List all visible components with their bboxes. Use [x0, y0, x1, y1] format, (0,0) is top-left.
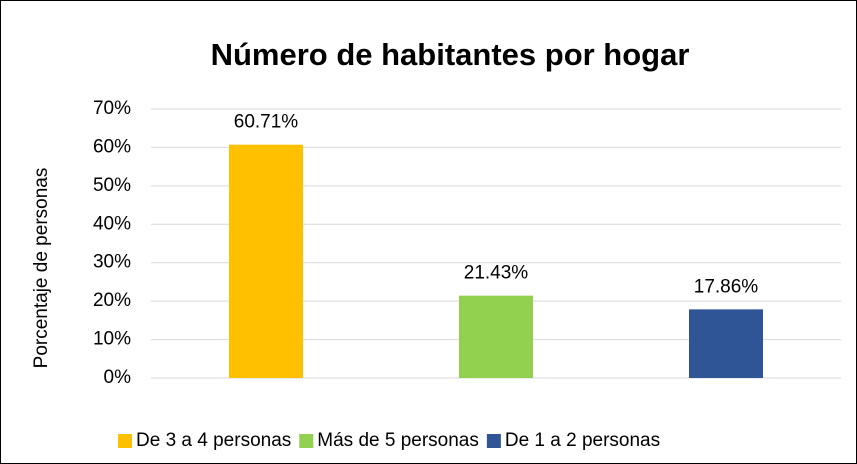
bar	[229, 144, 303, 378]
legend-label: Más de 5 personas	[317, 430, 479, 451]
y-tick-label: 10%	[93, 329, 131, 350]
y-axis-title: Porcentaje de personas	[31, 168, 52, 369]
data-label: 17.86%	[694, 276, 759, 297]
y-tick-label: 30%	[93, 252, 131, 273]
legend-swatch	[486, 434, 501, 448]
bar	[459, 295, 533, 378]
legend-label: De 3 a 4 personas	[136, 430, 291, 451]
data-label: 21.43%	[464, 263, 529, 284]
y-tick-label: 70%	[93, 98, 131, 119]
legend-label: De 1 a 2 personas	[505, 430, 660, 451]
bar	[689, 309, 763, 378]
y-tick-label: 60%	[93, 136, 131, 157]
legend-swatch	[118, 434, 132, 448]
data-label: 60.71%	[234, 112, 299, 133]
y-tick-label: 0%	[104, 367, 132, 388]
y-tick-label: 20%	[93, 290, 131, 311]
y-tick-label: 50%	[93, 175, 131, 196]
y-tick-label: 40%	[93, 213, 131, 234]
legend-swatch	[299, 434, 314, 448]
chart-title: Número de habitantes por hogar	[211, 37, 690, 72]
